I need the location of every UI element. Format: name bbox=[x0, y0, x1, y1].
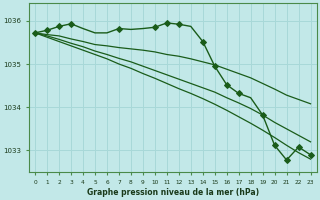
X-axis label: Graphe pression niveau de la mer (hPa): Graphe pression niveau de la mer (hPa) bbox=[87, 188, 259, 197]
